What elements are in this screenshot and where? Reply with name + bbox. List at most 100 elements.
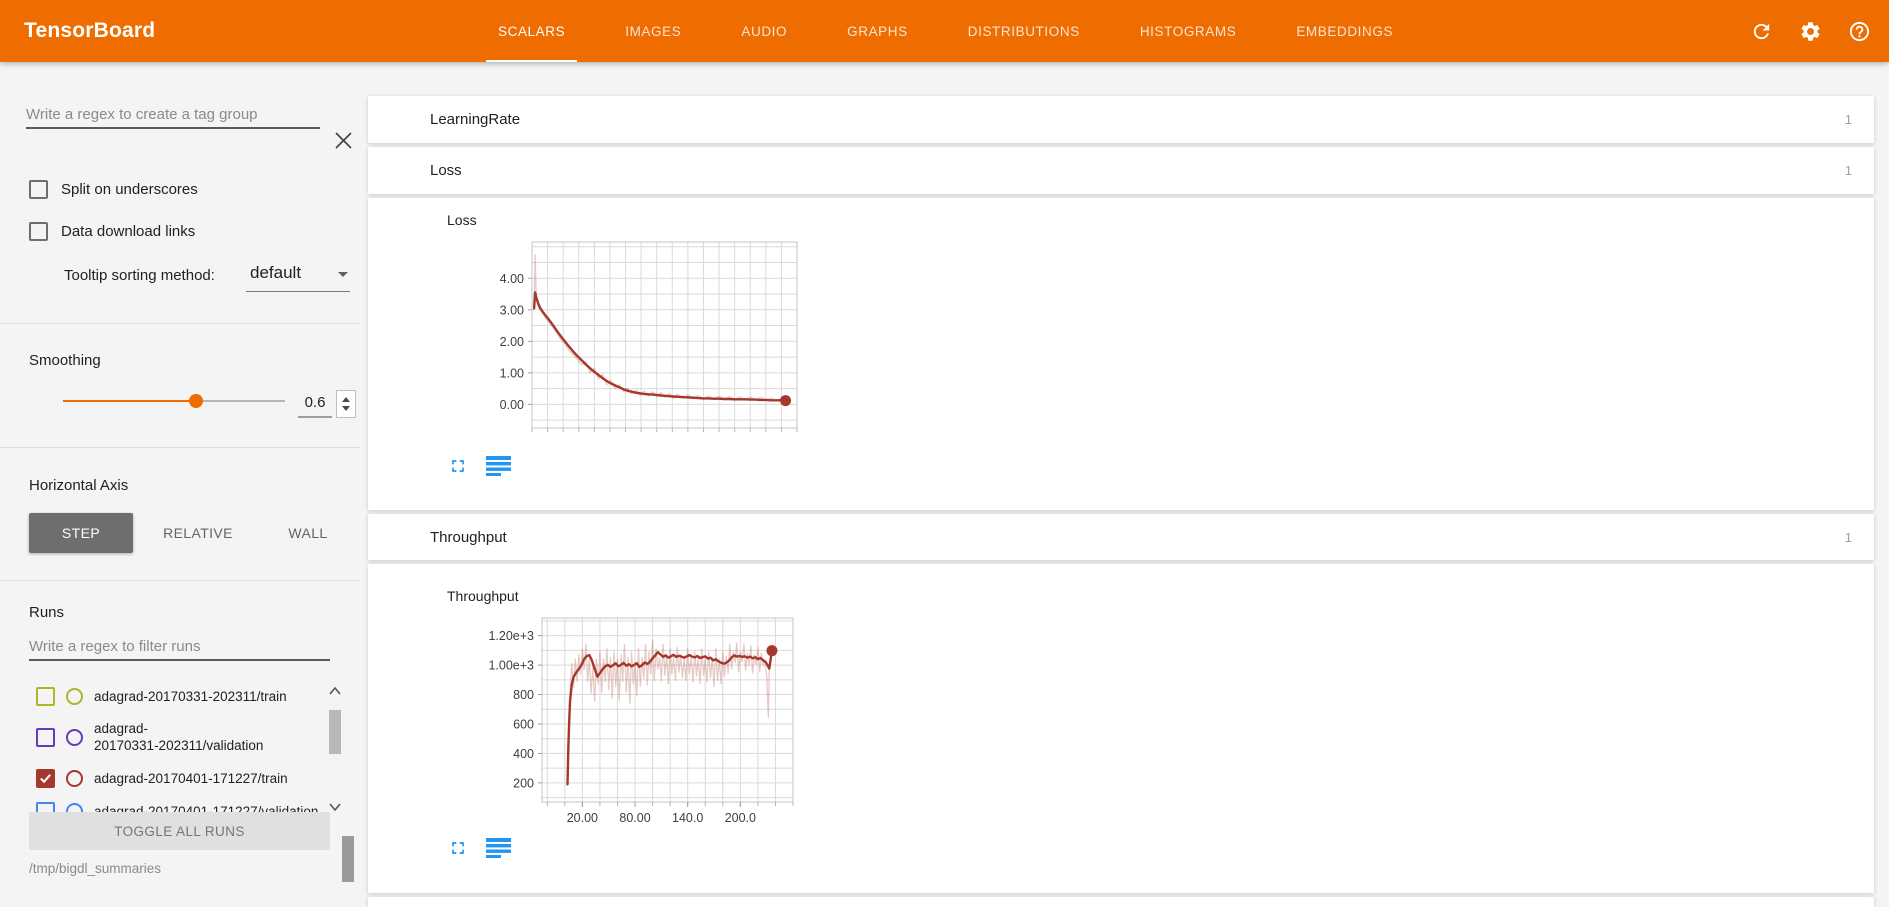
slider-thumb[interactable] [189,394,203,408]
svg-text:140.0: 140.0 [672,811,703,825]
card-title: Throughput [430,528,507,546]
svg-text:400: 400 [513,747,534,761]
run-checkbox[interactable] [36,769,55,788]
svg-text:200.0: 200.0 [725,811,756,825]
tab-distributions[interactable]: DISTRIBUTIONS [967,23,1080,39]
run-color-circle [66,803,83,812]
checkbox-label: Split on underscores [61,181,198,198]
runs-label: Runs [29,604,65,621]
svg-text:20.00: 20.00 [567,811,598,825]
svg-text:3.00: 3.00 [500,303,524,317]
help-icon[interactable] [1848,20,1871,43]
refresh-icon[interactable] [1750,20,1773,43]
svg-text:4.00: 4.00 [500,272,524,286]
run-row[interactable]: adagrad-20170331-202311/train [36,687,287,706]
card-loss-header[interactable]: Loss 1 [368,147,1874,194]
svg-text:0.00: 0.00 [500,398,524,412]
chart-title: Throughput [447,588,519,604]
tab-histograms[interactable]: HISTOGRAMS [1139,23,1237,39]
runs-filter-input[interactable] [29,634,330,661]
checkbox-icon[interactable] [29,222,48,241]
svg-text:200: 200 [513,776,534,790]
checkbox-label: Data download links [61,223,196,240]
svg-text:1.00: 1.00 [500,366,524,380]
tab-scalars[interactable]: SCALARS [486,0,578,62]
loss-chart[interactable]: 0.00 1.00 2.00 3.00 4.00 [465,230,815,450]
axis-button-wall[interactable]: WALL [288,525,328,541]
card-title: LearningRate [430,111,521,128]
divider [0,447,360,448]
throughput-chart[interactable]: 200 400 600 800 1.00e+3 1.20e+3 20.00 80.00 140.… [465,606,815,840]
sidebar: Split on underscores Data download links… [0,62,360,907]
run-row[interactable]: adagrad-20170401-171227/train [36,769,288,788]
settings-icon[interactable] [1799,20,1822,43]
checkbox-data-download-links[interactable]: Data download links [29,222,195,241]
toolbar-icons [1750,0,1871,62]
run-checkbox[interactable] [36,802,55,812]
top-bar: TensorBoard SCALARS IMAGES AUDIO GRAPHS DIST… [0,0,1889,62]
axis-button-relative[interactable]: RELATIVE [163,525,233,541]
log-dir-path: /tmp/bigdl_summaries [29,861,162,876]
run-color-circle [66,688,83,705]
card-throughput-content: Throughput [368,564,1874,893]
tab-graphs[interactable]: GRAPHS [847,23,908,39]
svg-text:800: 800 [513,688,534,702]
run-checkbox[interactable] [36,687,55,706]
tab-images[interactable]: IMAGES [625,23,682,39]
svg-text:600: 600 [513,717,534,731]
card-count-badge: 1 [1844,529,1852,545]
next-card-header[interactable] [368,897,1874,907]
card-count-badge: 1 [1844,112,1852,127]
checkbox-split-on-underscores[interactable]: Split on underscores [29,180,198,199]
runs-list: adagrad-20170331-202311/train adagrad- 20… [0,678,360,812]
axis-button-step[interactable]: STEP [29,513,133,553]
smoothing-label: Smoothing [29,352,101,369]
close-icon[interactable] [334,131,353,155]
scrollbar-thumb[interactable] [329,710,341,754]
tooltip-sorting-value: default [250,263,302,282]
checkbox-icon[interactable] [29,180,48,199]
stepper-down-icon[interactable] [342,406,350,411]
toggle-all-runs-button[interactable]: TOGGLE ALL RUNS [29,812,330,850]
smoothing-slider-track[interactable] [196,400,285,402]
svg-text:1.20e+3: 1.20e+3 [488,629,534,643]
smoothing-stepper[interactable] [336,390,356,418]
run-row[interactable]: adagrad-20170401-171227/validation [36,802,318,812]
smoothing-value[interactable]: 0.6 [298,392,332,418]
data-table-icon[interactable] [486,838,511,858]
run-label: adagrad-20170331-202311/train [94,689,287,704]
chart-title: Loss [447,212,477,228]
horizontal-axis-buttons: STEP RELATIVE WALL [29,513,353,553]
tag-filter-input[interactable] [26,102,320,129]
tooltip-sorting-label: Tooltip sorting method: [64,267,215,284]
stepper-up-icon[interactable] [342,397,350,402]
card-loss-content: Loss [368,198,1874,510]
run-checkbox[interactable] [36,727,55,747]
divider [0,323,360,324]
fullscreen-icon[interactable] [448,456,468,476]
app-title: TensorBoard [24,19,156,42]
svg-text:2.00: 2.00 [500,335,524,349]
run-color-circle [66,728,83,746]
sidebar-scrollbar-thumb[interactable] [342,836,354,882]
card-title: Loss [430,162,462,179]
run-label: adagrad- 20170331-202311/validation [94,721,264,753]
tooltip-sorting-select[interactable]: default [246,258,350,292]
scroll-up-icon[interactable] [329,682,341,700]
tab-embeddings[interactable]: EMBEDDINGS [1296,23,1394,39]
run-label: adagrad-20170401-171227/validation [94,804,319,812]
fullscreen-icon[interactable] [448,838,468,858]
run-row[interactable]: adagrad- 20170331-202311/validation [36,720,263,754]
horizontal-axis-label: Horizontal Axis [29,477,129,494]
data-table-icon[interactable] [486,456,511,476]
run-color-circle [66,770,83,787]
scroll-down-icon[interactable] [329,798,341,816]
card-learningrate-header[interactable]: LearningRate 1 [368,96,1874,143]
run-label: adagrad-20170401-171227/train [94,771,288,786]
chevron-down-icon [338,272,348,277]
card-throughput-header[interactable]: Throughput 1 [368,514,1874,560]
card-count-badge: 1 [1844,163,1852,178]
smoothing-slider-fill[interactable] [63,400,196,402]
svg-text:80.00: 80.00 [619,811,650,825]
tab-audio[interactable]: AUDIO [741,23,788,39]
